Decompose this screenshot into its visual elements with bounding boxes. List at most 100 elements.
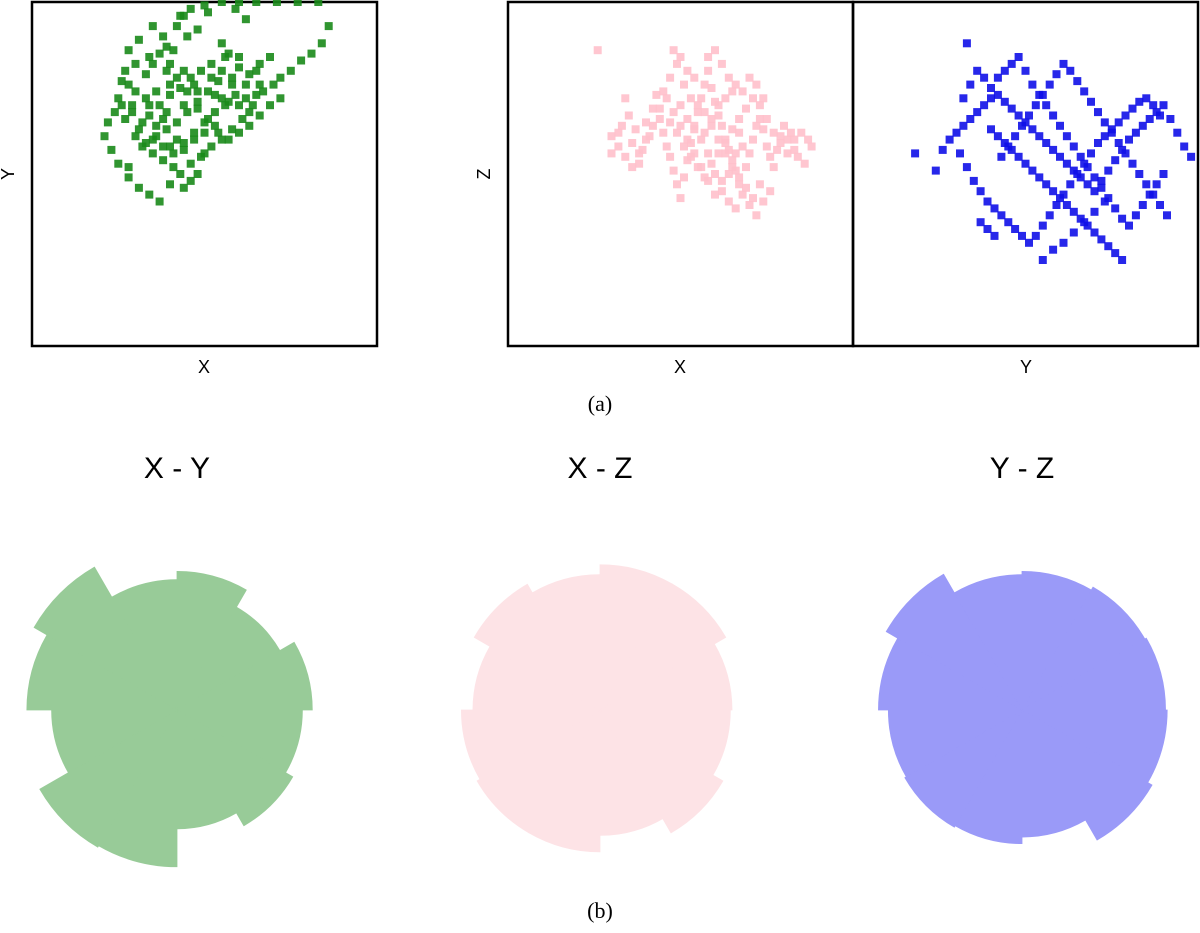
scatter-xy-point-140 bbox=[166, 80, 174, 89]
scatter-yz-point-26 bbox=[1097, 176, 1106, 185]
scatter-yz-point-16 bbox=[1028, 125, 1037, 134]
scatter-yz-point-99 bbox=[1159, 170, 1168, 178]
scatter-xz-point-64 bbox=[707, 121, 716, 130]
scatter-xz-point-41 bbox=[749, 135, 757, 144]
scatter-yz-point-60 bbox=[1094, 139, 1102, 147]
scatter-yz-point-96 bbox=[1138, 201, 1147, 209]
scatter-xy-point-7 bbox=[155, 49, 164, 58]
scatter-xy-point-109 bbox=[169, 149, 178, 158]
scatter-yz-point-79 bbox=[1021, 66, 1030, 75]
scatter-xz-point-18 bbox=[669, 166, 678, 175]
scatter-xy-point-8 bbox=[169, 46, 178, 55]
scatter-yz-point-32 bbox=[1138, 121, 1147, 130]
scatter-xz-point-47 bbox=[769, 163, 778, 172]
scatter-yz-point-68 bbox=[1149, 101, 1158, 110]
scatter-xz-point-31 bbox=[714, 111, 723, 120]
scatter-xy-point-76 bbox=[169, 163, 178, 172]
scatter-xz-point-80 bbox=[655, 104, 664, 113]
scatter-xy-point-55 bbox=[324, 22, 333, 31]
polar-yz-sector-10 bbox=[885, 573, 1024, 712]
scatter-yz-point-106 bbox=[1038, 90, 1047, 99]
scatter-yz-point-98 bbox=[1152, 180, 1161, 189]
scatter-xy-point-133 bbox=[186, 176, 195, 185]
scatter-yz-point-109 bbox=[1059, 59, 1068, 68]
polar-yz-sector-11 bbox=[953, 574, 1023, 712]
scatter-xz-point-142 bbox=[690, 121, 699, 130]
scatter-yz-frame bbox=[851, 0, 1200, 348]
scatter-xy-point-61 bbox=[217, 0, 226, 6]
scatter-xz-point-17 bbox=[666, 152, 675, 161]
scatter-xz-point-113 bbox=[752, 211, 761, 220]
scatter-yz-point-50 bbox=[1025, 238, 1033, 247]
scatter-xy-point-129 bbox=[255, 80, 264, 89]
scatter-yz-point-45 bbox=[990, 204, 999, 213]
scatter-yz-point-129 bbox=[1014, 152, 1023, 161]
scatter-yz-point-1 bbox=[911, 149, 920, 158]
scatter-xy-point-50 bbox=[276, 73, 285, 82]
scatter-xy-point-36 bbox=[134, 183, 143, 192]
scatter-xy-point-105 bbox=[210, 121, 219, 130]
scatter-xy-point-148 bbox=[235, 101, 243, 110]
scatter-xy-point-84 bbox=[245, 70, 254, 79]
polar-yz-title: Y - Z bbox=[990, 452, 1054, 485]
scatter-xz-point-79 bbox=[662, 94, 671, 103]
scatter-xz-point-124 bbox=[731, 80, 740, 89]
scatter-xy-point-66 bbox=[134, 35, 143, 44]
scatter-xy-point-149 bbox=[252, 66, 261, 75]
scatter-xz-point-65 bbox=[714, 135, 723, 144]
scatter-xy-point-119 bbox=[183, 87, 192, 96]
scatter-xy-point-74 bbox=[148, 149, 157, 158]
scatter-yz-point-59 bbox=[1087, 149, 1095, 158]
scatter-xz-point-66 bbox=[721, 149, 730, 158]
scatter-yz-point-149 bbox=[1080, 218, 1089, 227]
scatter-xy-point-41 bbox=[186, 159, 195, 168]
scatter-xz-point-120 bbox=[704, 53, 713, 61]
scatter-xy-point-33 bbox=[107, 145, 116, 154]
scatter-xz-point-122 bbox=[717, 59, 726, 68]
scatter-yz-point-69 bbox=[1156, 111, 1164, 120]
scatter-yz-point-130 bbox=[1021, 159, 1030, 168]
scatter-xz-point-112 bbox=[745, 201, 754, 209]
polar-xz-sector-10 bbox=[473, 583, 602, 712]
scatter-xz-point-126 bbox=[745, 73, 754, 82]
scatter-yz-point-95 bbox=[1131, 211, 1140, 220]
scatter-yz-point-144 bbox=[1118, 256, 1127, 264]
scatter-yz-point-2 bbox=[931, 166, 940, 175]
scatter-yz-point-133 bbox=[1042, 180, 1051, 189]
scatter-xz-point-92 bbox=[693, 163, 702, 172]
scatter-xz-point-25 bbox=[693, 108, 702, 117]
scatter-xy-point-92 bbox=[162, 125, 171, 134]
scatter-xy-point-69 bbox=[117, 77, 126, 86]
scatter-xz-ylabel: Z bbox=[474, 169, 494, 180]
scatter-yz-point-3 bbox=[938, 145, 947, 154]
scatter-xz-point-19 bbox=[673, 180, 681, 189]
scatter-yz-point-9 bbox=[980, 101, 989, 110]
scatter-xy-point-70 bbox=[114, 94, 123, 103]
scatter-yz-point-51 bbox=[1031, 231, 1040, 240]
scatter-yz-point-18 bbox=[1042, 139, 1051, 147]
polar-xz-sector-1 bbox=[598, 583, 727, 712]
scatter-xy-point-1 bbox=[141, 70, 150, 79]
scatter-xy-point-111 bbox=[148, 135, 157, 144]
scatter-yz-point-125 bbox=[987, 125, 995, 134]
scatter-xz-point-89 bbox=[673, 128, 681, 137]
scatter-yz-point-77 bbox=[1007, 59, 1016, 68]
scatter-yz-point-20 bbox=[1056, 152, 1064, 161]
scatter-xy-point-101 bbox=[197, 66, 205, 75]
scatter-xy-point-113 bbox=[128, 101, 137, 110]
scatter-xy-point-40 bbox=[176, 170, 185, 178]
polar-xy-sector-11 bbox=[111, 579, 178, 712]
scatter-xz-point-95 bbox=[714, 149, 723, 158]
scatter-yz-point-153 bbox=[983, 225, 992, 233]
polar-xz-chart bbox=[460, 564, 733, 853]
scatter-yz-point-66 bbox=[1135, 97, 1144, 106]
scatter-yz-point-116 bbox=[1107, 128, 1116, 137]
caption-a: (a) bbox=[588, 391, 612, 416]
scatter-yz-point-17 bbox=[1035, 132, 1044, 141]
scatter-xy-point-96 bbox=[145, 111, 154, 120]
scatter-xz-point-2 bbox=[607, 132, 616, 141]
polar-xy-title: X - Y bbox=[144, 452, 210, 485]
scatter-xy-point-141 bbox=[179, 101, 188, 110]
scatter-yz-point-49 bbox=[1018, 231, 1026, 240]
scatter-yz-point-86 bbox=[1069, 142, 1078, 151]
